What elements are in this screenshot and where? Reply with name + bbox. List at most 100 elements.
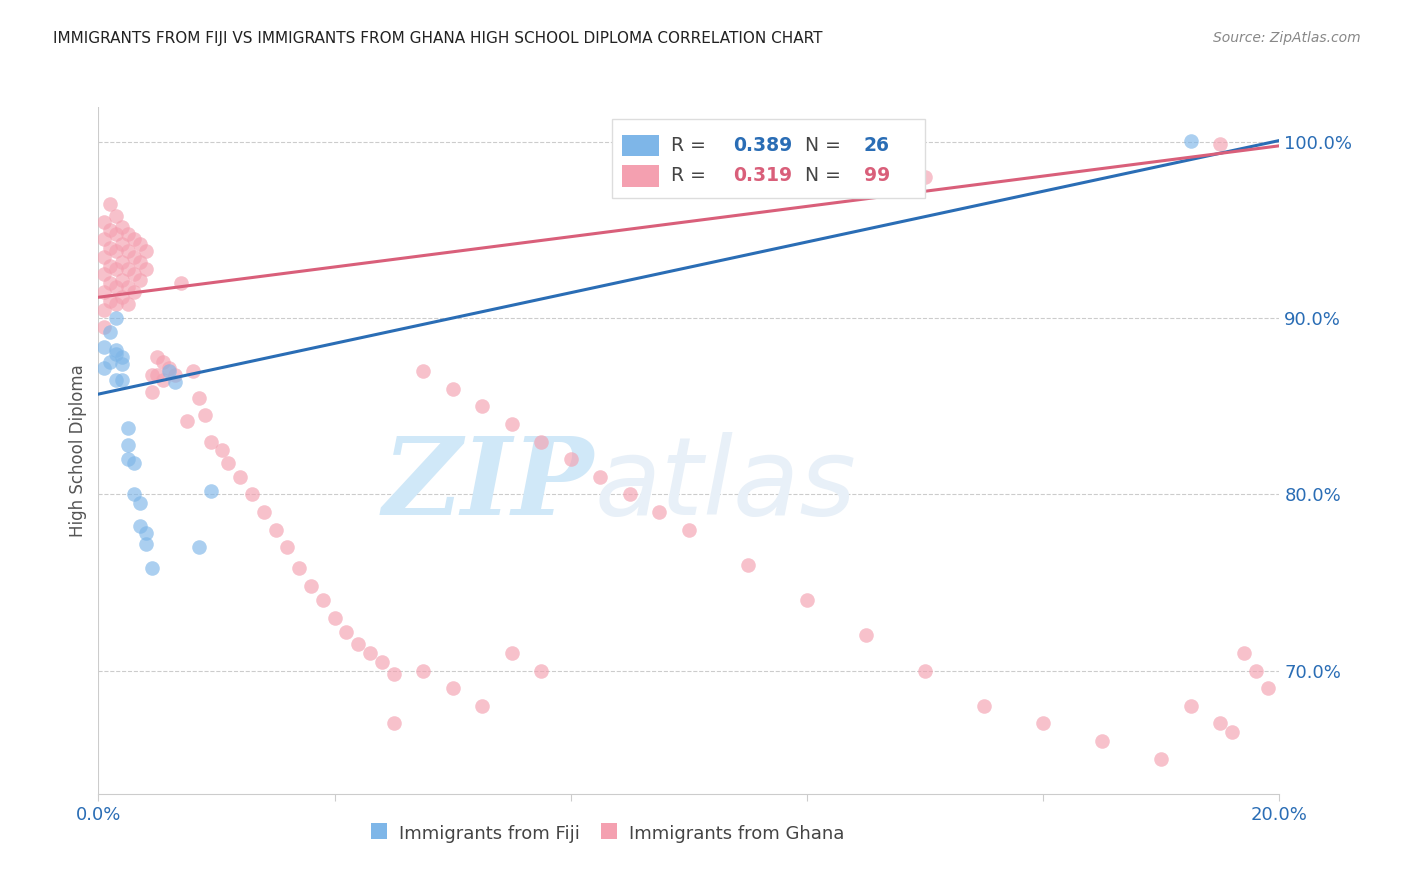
Point xyxy=(382,716,405,731)
Point xyxy=(678,523,700,537)
Point xyxy=(128,272,150,286)
FancyBboxPatch shape xyxy=(621,135,659,156)
Point xyxy=(240,487,263,501)
Point xyxy=(1150,752,1173,766)
Point xyxy=(152,355,174,369)
Point xyxy=(141,368,163,382)
Point xyxy=(122,285,145,299)
Point xyxy=(93,214,115,228)
Text: 0.319: 0.319 xyxy=(733,166,792,186)
Point xyxy=(122,268,145,282)
Point xyxy=(1257,681,1279,696)
Point xyxy=(471,400,494,414)
Point xyxy=(93,285,115,299)
Point xyxy=(530,434,553,449)
Point xyxy=(98,259,121,273)
Point xyxy=(111,219,134,234)
Point xyxy=(312,593,335,607)
Point xyxy=(98,223,121,237)
Point xyxy=(796,593,818,607)
Point xyxy=(973,698,995,713)
Point xyxy=(299,579,322,593)
Point xyxy=(105,346,128,360)
Point xyxy=(111,290,134,304)
Point xyxy=(105,373,128,387)
Point xyxy=(288,561,311,575)
Text: N =: N = xyxy=(787,166,846,186)
Point xyxy=(122,232,145,246)
Point xyxy=(93,340,115,354)
Point xyxy=(530,664,553,678)
Point xyxy=(187,391,209,405)
Point xyxy=(229,470,252,484)
Point xyxy=(157,360,180,375)
Point xyxy=(181,364,204,378)
FancyBboxPatch shape xyxy=(621,165,659,186)
Point xyxy=(1091,734,1114,748)
Point xyxy=(471,698,494,713)
Point xyxy=(111,357,134,371)
Text: atlas: atlas xyxy=(595,433,856,537)
Point xyxy=(93,302,115,317)
Point xyxy=(117,452,139,467)
Point xyxy=(501,417,523,431)
Point xyxy=(111,350,134,364)
Point xyxy=(117,297,139,311)
Point xyxy=(135,537,157,551)
Point xyxy=(1220,725,1243,739)
Point xyxy=(111,272,134,286)
Point xyxy=(1209,716,1232,731)
Point xyxy=(1244,664,1267,678)
Point xyxy=(135,262,157,277)
Point xyxy=(93,320,115,334)
Point xyxy=(98,276,121,290)
Point xyxy=(187,541,209,555)
Point xyxy=(323,611,346,625)
Point xyxy=(141,561,163,575)
Point xyxy=(141,385,163,400)
Point xyxy=(1180,134,1202,148)
Point xyxy=(1233,646,1256,660)
Point xyxy=(105,343,128,357)
Point xyxy=(855,628,877,642)
Point xyxy=(276,541,298,555)
Point xyxy=(371,655,394,669)
Point xyxy=(117,420,139,434)
Point xyxy=(93,232,115,246)
Point xyxy=(347,637,370,651)
Point xyxy=(117,262,139,277)
Point xyxy=(122,487,145,501)
Text: 26: 26 xyxy=(863,136,890,155)
Point xyxy=(441,681,464,696)
Point xyxy=(105,244,128,259)
Point xyxy=(253,505,276,519)
Point xyxy=(165,375,187,389)
Point xyxy=(105,311,128,326)
Point xyxy=(93,250,115,264)
Point xyxy=(98,293,121,308)
Point xyxy=(128,496,150,510)
Point xyxy=(98,241,121,255)
Point xyxy=(165,368,187,382)
Point xyxy=(412,664,434,678)
Point xyxy=(105,279,128,293)
Point xyxy=(117,279,139,293)
Point xyxy=(111,255,134,269)
Point xyxy=(146,368,169,382)
Point xyxy=(105,227,128,241)
Point xyxy=(737,558,759,572)
Point xyxy=(117,244,139,259)
Point xyxy=(914,664,936,678)
Point xyxy=(128,255,150,269)
Point xyxy=(194,409,217,423)
Point xyxy=(135,526,157,541)
Point xyxy=(157,364,180,378)
Point xyxy=(111,237,134,252)
Point xyxy=(1209,136,1232,151)
Point xyxy=(1032,716,1054,731)
Point xyxy=(128,237,150,252)
Point xyxy=(217,456,239,470)
Point xyxy=(382,667,405,681)
Text: N =: N = xyxy=(787,136,846,155)
Point xyxy=(122,456,145,470)
